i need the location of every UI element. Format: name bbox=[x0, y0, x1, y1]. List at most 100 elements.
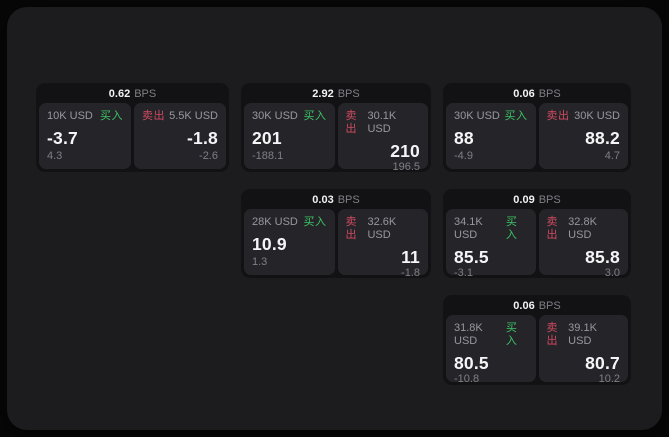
sell-quote-tile[interactable]: 卖出 30.1K USD 210 196.5 bbox=[337, 103, 428, 173]
sell-secondary-value: 4.7 bbox=[604, 150, 620, 162]
quote-card: 0.06 BPS 31.8K USD 买入 80.5 -10.8 卖出 39.1… bbox=[443, 295, 631, 385]
quote-card: 0.09 BPS 34.1K USD 买入 85.5 -3.1 卖出 32.8K… bbox=[443, 189, 631, 279]
spread-bps-value: 0.06 bbox=[513, 300, 535, 312]
buy-quote-tile[interactable]: 30K USD 买入 88 -4.9 bbox=[446, 103, 536, 169]
buy-side-label: 买入 bbox=[303, 216, 327, 228]
sell-notional-amount: 32.8K USD bbox=[568, 216, 597, 241]
spread-bps-value: 0.06 bbox=[513, 88, 535, 100]
buy-secondary-value: -3.1 bbox=[454, 267, 473, 279]
sell-side-label: 卖出 bbox=[345, 110, 357, 135]
quote-panes: 30K USD 买入 88 -4.9 卖出 30K USD 88.2 4.7 bbox=[446, 103, 628, 169]
bps-unit-label: BPS bbox=[538, 88, 561, 100]
bps-unit-label: BPS bbox=[538, 300, 561, 312]
buy-secondary-value: -188.1 bbox=[252, 150, 284, 162]
buy-notional-amount: 30K USD bbox=[252, 110, 298, 122]
buy-notional-amount: 10K USD bbox=[47, 110, 93, 122]
buy-price-value: 201 bbox=[252, 128, 282, 148]
bps-unit-label: BPS bbox=[337, 194, 360, 206]
sell-tile-top-row: 卖出 30K USD bbox=[547, 110, 621, 123]
sell-secondary-value: 196.5 bbox=[392, 161, 420, 173]
sell-price-value: 210 bbox=[390, 141, 420, 161]
buy-quote-tile[interactable]: 28K USD 买入 10.9 1.3 bbox=[244, 209, 335, 275]
sell-price-value: 85.8 bbox=[585, 247, 620, 267]
card-header: 0.06 BPS bbox=[446, 298, 628, 315]
card-header: 0.06 BPS bbox=[446, 86, 628, 103]
buy-quote-tile[interactable]: 10K USD 买入 -3.7 4.3 bbox=[39, 103, 131, 169]
buy-secondary-value: -4.9 bbox=[454, 150, 473, 162]
sell-quote-tile[interactable]: 卖出 32.8K USD 85.8 3.0 bbox=[538, 209, 628, 279]
quote-panes: 31.8K USD 买入 80.5 -10.8 卖出 39.1K USD 80.… bbox=[446, 315, 628, 385]
buy-notional-amount: 28K USD bbox=[252, 216, 298, 228]
buy-tile-top-row: 10K USD 买入 bbox=[47, 110, 123, 123]
sell-side-label: 卖出 bbox=[546, 322, 558, 347]
sell-quote-tile[interactable]: 卖出 5.5K USD -1.8 -2.6 bbox=[134, 103, 226, 169]
sell-secondary-value: -2.6 bbox=[199, 150, 218, 162]
sell-quote-tile[interactable]: 卖出 39.1K USD 80.7 10.2 bbox=[538, 315, 628, 385]
quote-panes: 30K USD 买入 201 -188.1 卖出 30.1K USD 210 1… bbox=[244, 103, 428, 173]
quote-card: 2.92 BPS 30K USD 买入 201 -188.1 卖出 30.1K … bbox=[241, 83, 431, 173]
quote-card-grid: 0.62 BPS 10K USD 买入 -3.7 4.3 卖出 5.5K USD… bbox=[36, 83, 631, 385]
sell-tile-top-row: 卖出 5.5K USD bbox=[142, 110, 218, 123]
buy-secondary-value: 4.3 bbox=[47, 150, 63, 162]
buy-side-label: 买入 bbox=[505, 216, 518, 241]
sell-tile-top-row: 卖出 30.1K USD bbox=[346, 110, 421, 136]
buy-quote-tile[interactable]: 34.1K USD 买入 85.5 -3.1 bbox=[446, 209, 536, 279]
buy-side-label: 买入 bbox=[504, 110, 528, 122]
buy-tile-top-row: 30K USD 买入 bbox=[454, 110, 528, 123]
buy-tile-top-row: 31.8K USD 买入 bbox=[454, 322, 528, 348]
spread-bps-value: 0.62 bbox=[108, 88, 131, 100]
sell-secondary-value: -1.8 bbox=[401, 267, 420, 279]
buy-notional-amount: 34.1K USD bbox=[454, 216, 483, 241]
spread-bps-value: 0.09 bbox=[513, 194, 535, 206]
sell-tile-top-row: 卖出 39.1K USD bbox=[547, 322, 621, 348]
sell-secondary-value: 10.2 bbox=[598, 373, 620, 385]
quote-card: 0.62 BPS 10K USD 买入 -3.7 4.3 卖出 5.5K USD… bbox=[36, 83, 229, 172]
card-header: 0.09 BPS bbox=[446, 192, 628, 209]
sell-price-value: 11 bbox=[401, 247, 420, 267]
sell-secondary-value: 3.0 bbox=[604, 267, 620, 279]
buy-side-label: 买入 bbox=[100, 110, 123, 122]
buy-quote-tile[interactable]: 30K USD 买入 201 -188.1 bbox=[244, 103, 335, 169]
sell-price-value: 80.7 bbox=[585, 353, 620, 373]
spread-bps-value: 0.03 bbox=[312, 194, 334, 206]
buy-notional-amount: 30K USD bbox=[454, 110, 500, 122]
bps-unit-label: BPS bbox=[337, 88, 360, 100]
app-window: 0.62 BPS 10K USD 买入 -3.7 4.3 卖出 5.5K USD… bbox=[7, 7, 662, 430]
buy-quote-tile[interactable]: 31.8K USD 买入 80.5 -10.8 bbox=[446, 315, 536, 385]
sell-side-label: 卖出 bbox=[142, 110, 165, 122]
buy-tile-top-row: 30K USD 买入 bbox=[252, 110, 327, 123]
sell-notional-amount: 39.1K USD bbox=[568, 322, 597, 347]
sell-notional-amount: 5.5K USD bbox=[169, 110, 218, 122]
buy-side-label: 买入 bbox=[303, 110, 327, 122]
card-header: 0.62 BPS bbox=[39, 86, 226, 103]
quote-card: 0.06 BPS 30K USD 买入 88 -4.9 卖出 30K USD 8… bbox=[443, 83, 631, 172]
sell-side-label: 卖出 bbox=[546, 216, 558, 241]
sell-quote-tile[interactable]: 卖出 30K USD 88.2 4.7 bbox=[538, 103, 628, 169]
quote-panes: 28K USD 买入 10.9 1.3 卖出 32.6K USD 11 -1.8 bbox=[244, 209, 428, 279]
sell-notional-amount: 30.1K USD bbox=[367, 110, 397, 135]
sell-notional-amount: 32.6K USD bbox=[367, 216, 397, 241]
bps-unit-label: BPS bbox=[538, 194, 561, 206]
quote-panes: 10K USD 买入 -3.7 4.3 卖出 5.5K USD -1.8 -2.… bbox=[39, 103, 226, 169]
sell-quote-tile[interactable]: 卖出 32.6K USD 11 -1.8 bbox=[337, 209, 428, 279]
sell-price-value: -1.8 bbox=[187, 128, 218, 148]
sell-notional-amount: 30K USD bbox=[574, 110, 620, 122]
sell-side-label: 卖出 bbox=[345, 216, 357, 241]
card-header: 0.03 BPS bbox=[244, 192, 428, 209]
card-header: 2.92 BPS bbox=[244, 86, 428, 103]
buy-price-value: 85.5 bbox=[454, 247, 489, 267]
buy-price-value: -3.7 bbox=[47, 128, 78, 148]
buy-price-value: 88 bbox=[454, 128, 474, 148]
buy-price-value: 10.9 bbox=[252, 234, 287, 254]
bps-unit-label: BPS bbox=[134, 88, 157, 100]
buy-tile-top-row: 34.1K USD 买入 bbox=[454, 216, 528, 242]
buy-side-label: 买入 bbox=[505, 322, 518, 347]
sell-side-label: 卖出 bbox=[546, 110, 570, 122]
sell-tile-top-row: 卖出 32.8K USD bbox=[547, 216, 621, 242]
buy-notional-amount: 31.8K USD bbox=[454, 322, 483, 347]
sell-price-value: 88.2 bbox=[585, 128, 620, 148]
buy-secondary-value: 1.3 bbox=[252, 256, 268, 268]
buy-secondary-value: -10.8 bbox=[454, 373, 480, 385]
buy-price-value: 80.5 bbox=[454, 353, 489, 373]
